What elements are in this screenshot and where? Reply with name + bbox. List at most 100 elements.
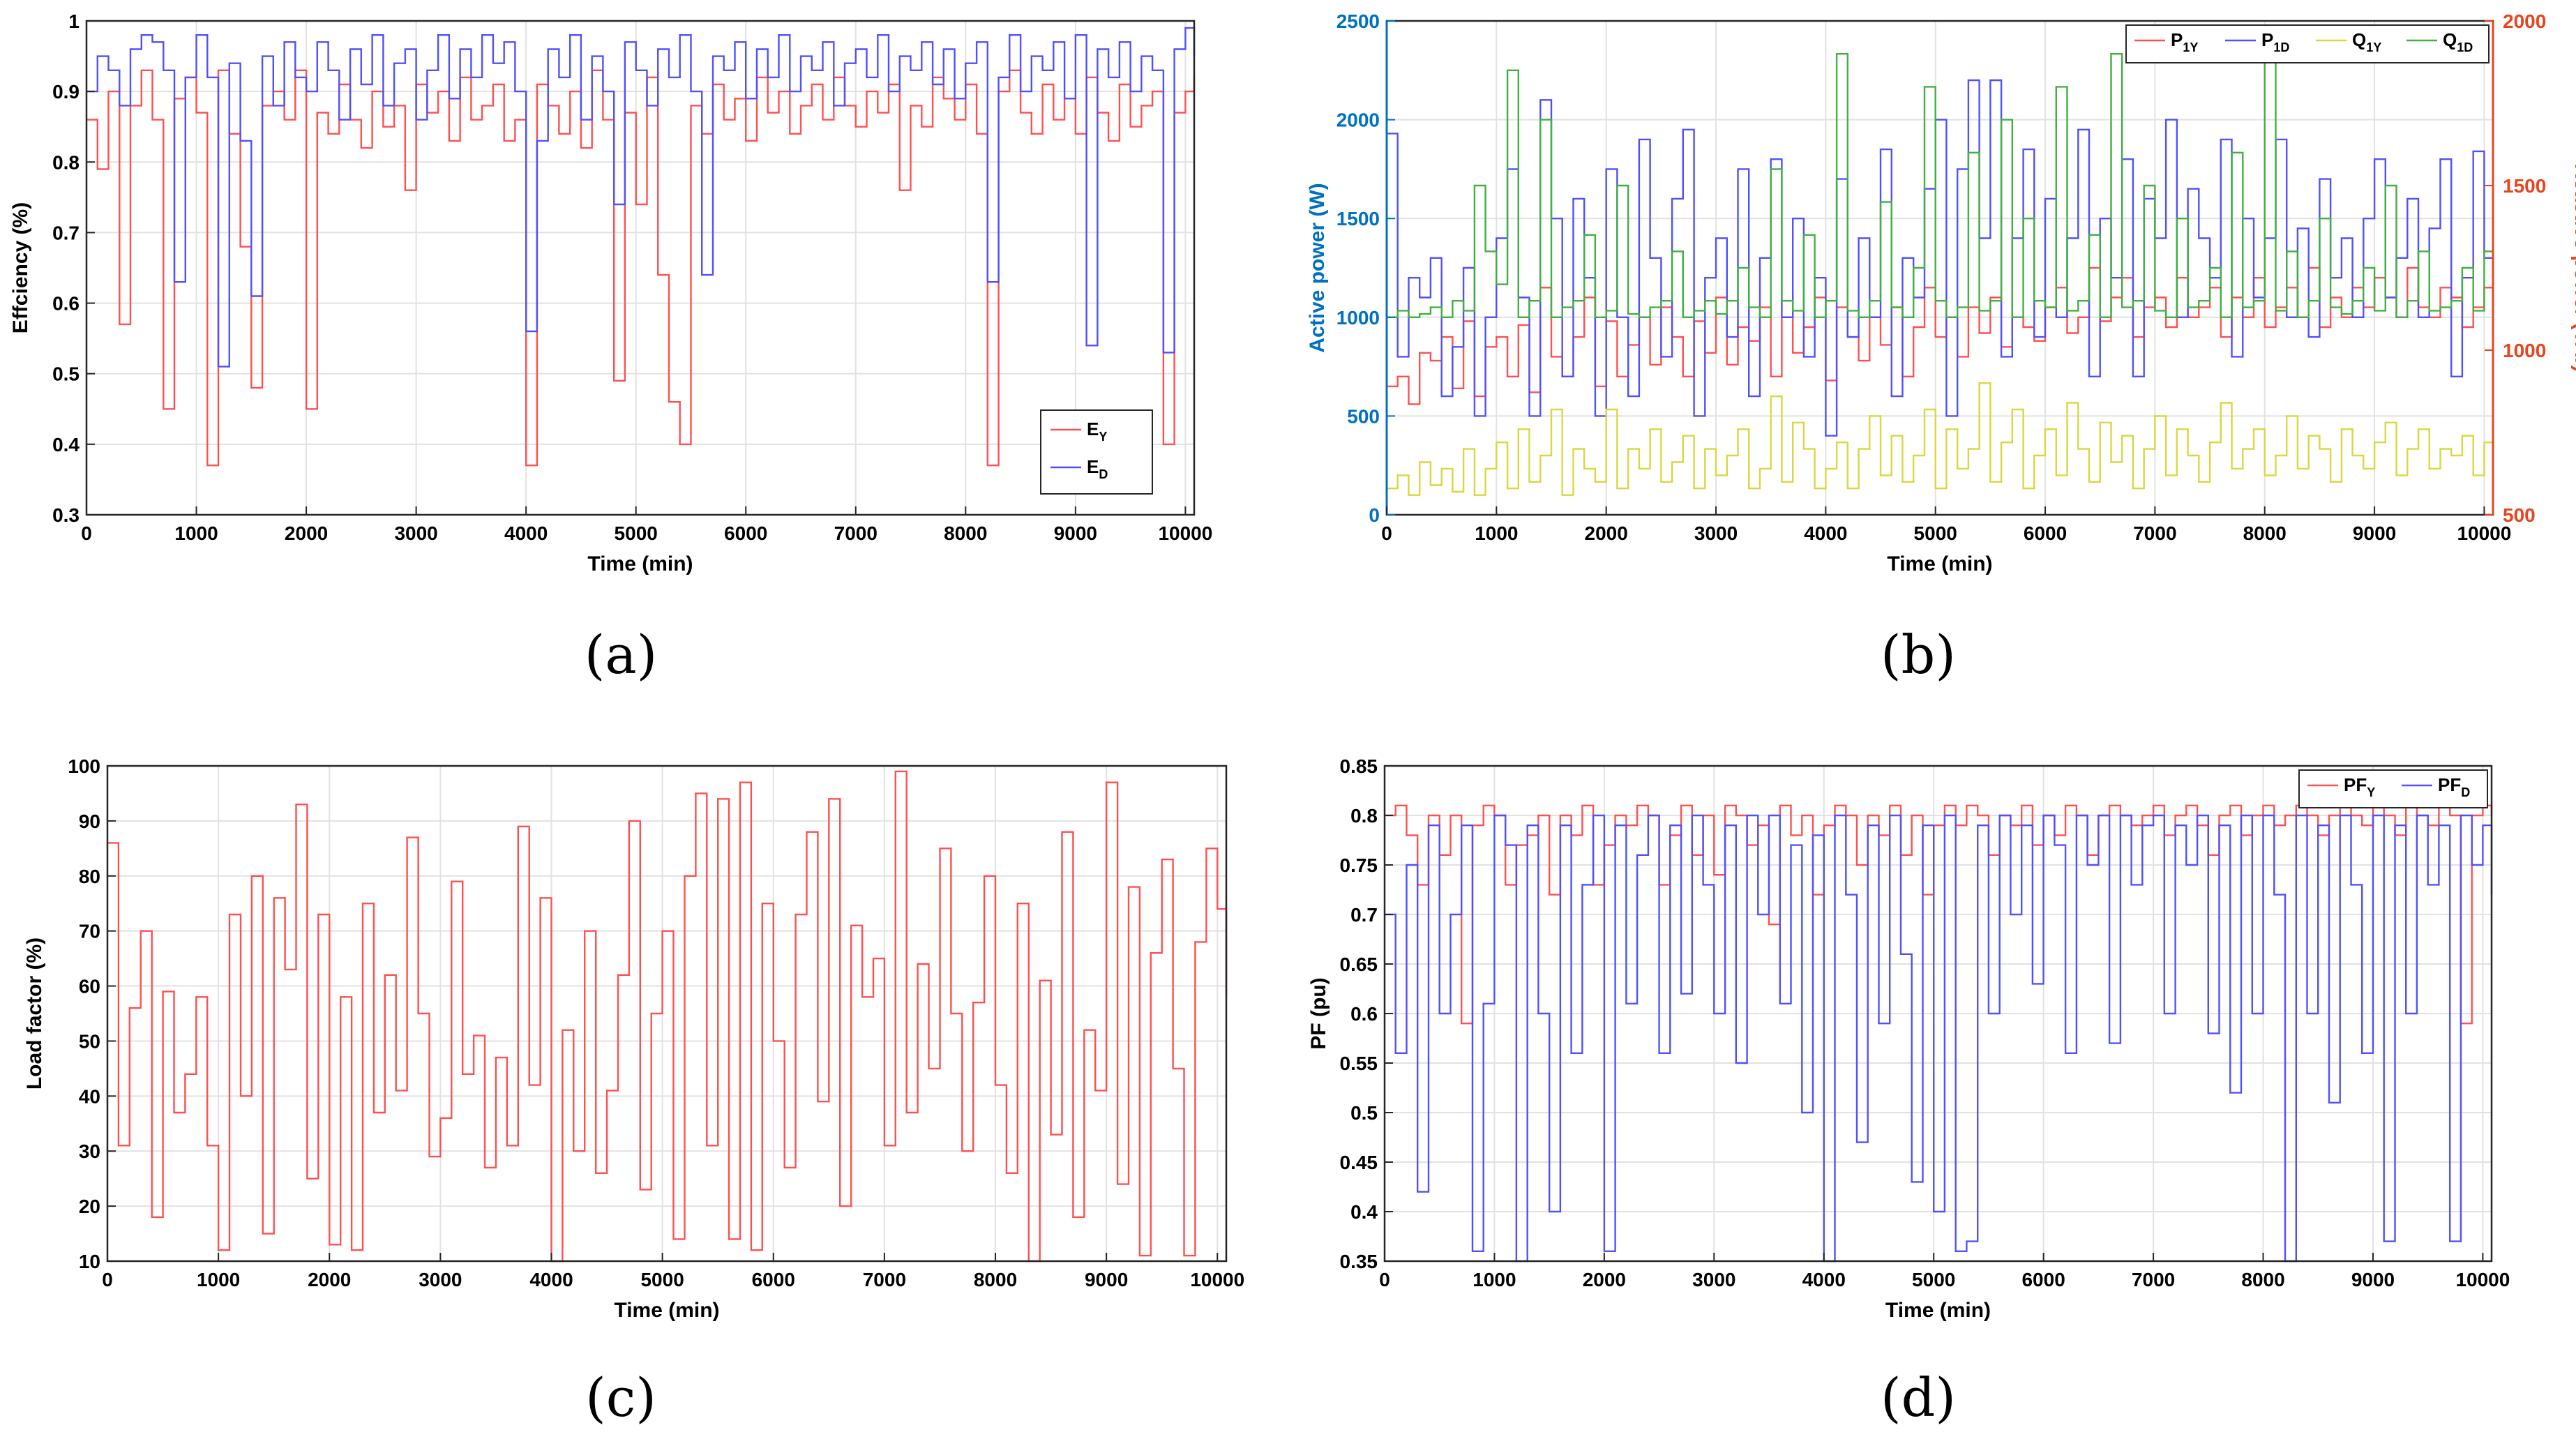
panel-b-right-y-axis-title: Reactive power (VAr) bbox=[2570, 163, 2576, 372]
panel-b-xtick-label-10: 10000 bbox=[2457, 522, 2511, 544]
panel-a-efficiency-chart: (a) 0 1000 2000 3000 4000 5000 6000 7000 8000 900… bbox=[9, 10, 1212, 686]
panel-b-xtick-label-9: 9000 bbox=[2353, 522, 2396, 544]
panel-d-ytick-label-9: 0.8 bbox=[1350, 805, 1378, 827]
panel-d-ytick-label-6: 0.65 bbox=[1340, 954, 1378, 975]
panel-b-ytick-label-1: 500 bbox=[1347, 405, 1380, 427]
panel-d-xtick-label-4: 4000 bbox=[1802, 1269, 1846, 1290]
panel-c-label: (c) bbox=[585, 1366, 656, 1429]
panel-b-right-ytick-label-1: 1000 bbox=[2503, 340, 2546, 361]
panel-d-ytick-label-8: 0.75 bbox=[1340, 854, 1378, 876]
panel-a-xtick-label-0: 0 bbox=[81, 522, 92, 544]
panel-c-ytick-label-1: 20 bbox=[79, 1196, 100, 1217]
panel-b-xtick-label-1: 1000 bbox=[1475, 522, 1518, 544]
panel-d-ytick-label-5: 0.6 bbox=[1350, 1003, 1378, 1025]
panel-d-xtick-label-0: 0 bbox=[1379, 1269, 1390, 1290]
panel-a-ytick-label-3: 0.6 bbox=[52, 293, 80, 315]
panel-a-xtick-label-3: 3000 bbox=[394, 522, 437, 544]
panel-a-xtick-label-6: 6000 bbox=[724, 522, 767, 544]
panel-c-xtick-label-8: 8000 bbox=[974, 1269, 1017, 1290]
panel-d-xtick-label-8: 8000 bbox=[2241, 1269, 2284, 1290]
panel-b-xtick-label-8: 8000 bbox=[2243, 522, 2287, 544]
panel-b-ytick-label-5: 2500 bbox=[1336, 10, 1380, 32]
panel-b-series-q-1d-line bbox=[1387, 53, 2494, 318]
panel-a-ytick-label-5: 0.8 bbox=[52, 151, 80, 173]
panel-b-legend-box bbox=[2125, 24, 2490, 63]
panel-c-xtick-label-2: 2000 bbox=[308, 1269, 351, 1290]
panel-a-ytick-label-7: 1 bbox=[68, 10, 80, 32]
panel-c-ytick-label-3: 40 bbox=[79, 1085, 100, 1107]
panel-b-right-ytick-label-2: 1500 bbox=[2503, 175, 2546, 197]
panel-a-xtick-label-7: 7000 bbox=[834, 522, 878, 544]
panel-b-y-axis-title: Active power (W) bbox=[1306, 183, 1329, 352]
panel-c-xtick-label-10: 10000 bbox=[1190, 1269, 1244, 1290]
panel-a-ytick-label-1: 0.4 bbox=[52, 434, 80, 455]
panel-a-y-axis-title: Effciency (%) bbox=[9, 202, 32, 333]
panel-a-label: (a) bbox=[585, 624, 658, 686]
panel-d-xtick-label-6: 6000 bbox=[2021, 1269, 2065, 1290]
panel-d-xtick-label-7: 7000 bbox=[2132, 1269, 2175, 1290]
panel-b-right-ytick-label-0: 500 bbox=[2503, 504, 2536, 526]
panel-c-xtick-label-4: 4000 bbox=[529, 1269, 573, 1290]
panel-c-ytick-label-5: 60 bbox=[79, 976, 100, 997]
panel-c-xtick-label-9: 9000 bbox=[1085, 1269, 1128, 1290]
panel-b-xtick-label-6: 6000 bbox=[2024, 522, 2067, 544]
panel-a-axes-frame bbox=[85, 20, 1196, 516]
panel-d-xtick-label-2: 2000 bbox=[1583, 1269, 1626, 1290]
panel-c-xtick-label-1: 1000 bbox=[197, 1269, 240, 1290]
panel-a-ytick-label-6: 0.9 bbox=[52, 81, 80, 103]
panel-c-xtick-label-7: 7000 bbox=[863, 1269, 906, 1290]
panel-d-power-factor-chart: (d) 0 1000 2000 3000 4000 5000 6000 7000 8000 900… bbox=[1307, 755, 2510, 1429]
panel-c-ytick-label-0: 10 bbox=[79, 1251, 100, 1272]
panel-c-ytick-label-2: 30 bbox=[79, 1140, 100, 1162]
panel-c-series-load-factor-line bbox=[107, 770, 1228, 1263]
panel-b-right-ytick-label-3: 2000 bbox=[2503, 10, 2546, 32]
panel-c-xtick-label-6: 6000 bbox=[752, 1269, 795, 1290]
panel-a-ytick-label-2: 0.5 bbox=[52, 363, 80, 385]
panel-d-ytick-label-4: 0.55 bbox=[1340, 1053, 1378, 1074]
panel-a-series-e-d-line bbox=[86, 27, 1196, 368]
panel-a-xtick-label-9: 9000 bbox=[1054, 522, 1097, 544]
panel-b-ytick-label-2: 1000 bbox=[1336, 307, 1380, 329]
panel-c-xtick-label-3: 3000 bbox=[419, 1269, 462, 1290]
panel-d-series-pf-d-line bbox=[1385, 814, 2493, 1263]
panel-a-xtick-label-8: 8000 bbox=[944, 522, 987, 544]
panel-c-plot-area bbox=[107, 766, 1226, 1261]
panel-c-ytick-label-4: 50 bbox=[79, 1030, 100, 1052]
panel-d-xtick-label-3: 3000 bbox=[1692, 1269, 1735, 1290]
panel-a-plot-area bbox=[86, 21, 1194, 515]
panel-b-xtick-label-4: 4000 bbox=[1804, 522, 1847, 544]
panel-d-ytick-label-2: 0.45 bbox=[1340, 1152, 1378, 1173]
panel-a-legend-box bbox=[1040, 409, 1153, 495]
panel-d-ytick-label-10: 0.85 bbox=[1340, 755, 1378, 777]
panel-d-y-axis-title: PF (pu) bbox=[1307, 977, 1330, 1049]
panel-d-xtick-label-1: 1000 bbox=[1472, 1269, 1516, 1290]
panel-d-xtick-label-10: 10000 bbox=[2455, 1269, 2510, 1290]
panel-a-ytick-label-0: 0.3 bbox=[52, 504, 80, 526]
panel-b-plot-area bbox=[1387, 21, 2493, 515]
panel-b-label: (b) bbox=[1881, 624, 1956, 686]
panel-d-ytick-label-7: 0.7 bbox=[1350, 904, 1378, 926]
panel-d-xtick-label-5: 5000 bbox=[1912, 1269, 1955, 1290]
panel-d-x-axis-title: Time (min) bbox=[1885, 1299, 1991, 1322]
panel-c-x-axis-title: Time (min) bbox=[614, 1299, 719, 1322]
panel-c-ytick-label-9: 100 bbox=[68, 755, 100, 777]
panel-b-series-p-1d-line bbox=[1387, 79, 2494, 437]
panel-c-ytick-label-6: 70 bbox=[79, 921, 100, 942]
panel-b-xtick-label-5: 5000 bbox=[1914, 522, 1957, 544]
panel-b-ytick-label-3: 1500 bbox=[1336, 208, 1380, 229]
panel-b-x-axis-title: Time (min) bbox=[1887, 552, 1992, 575]
panel-b-xtick-label-0: 0 bbox=[1381, 522, 1392, 544]
panel-b-legend: P1Y P1D Q1Y Q1D bbox=[2125, 24, 2490, 63]
panel-b-series-q-1y-line bbox=[1387, 382, 2494, 496]
panel-a-xtick-label-2: 2000 bbox=[285, 522, 328, 544]
panel-d-legend-box bbox=[2298, 769, 2488, 808]
panel-a-xtick-label-5: 5000 bbox=[615, 522, 658, 544]
panel-a-xtick-label-4: 4000 bbox=[504, 522, 548, 544]
panel-a-xtick-label-1: 1000 bbox=[174, 522, 218, 544]
panel-b-ytick-label-4: 2000 bbox=[1336, 110, 1380, 131]
panel-c-ytick-label-8: 90 bbox=[79, 811, 100, 832]
panel-d-ytick-label-1: 0.4 bbox=[1350, 1201, 1378, 1223]
panel-b-xtick-label-2: 2000 bbox=[1585, 522, 1628, 544]
